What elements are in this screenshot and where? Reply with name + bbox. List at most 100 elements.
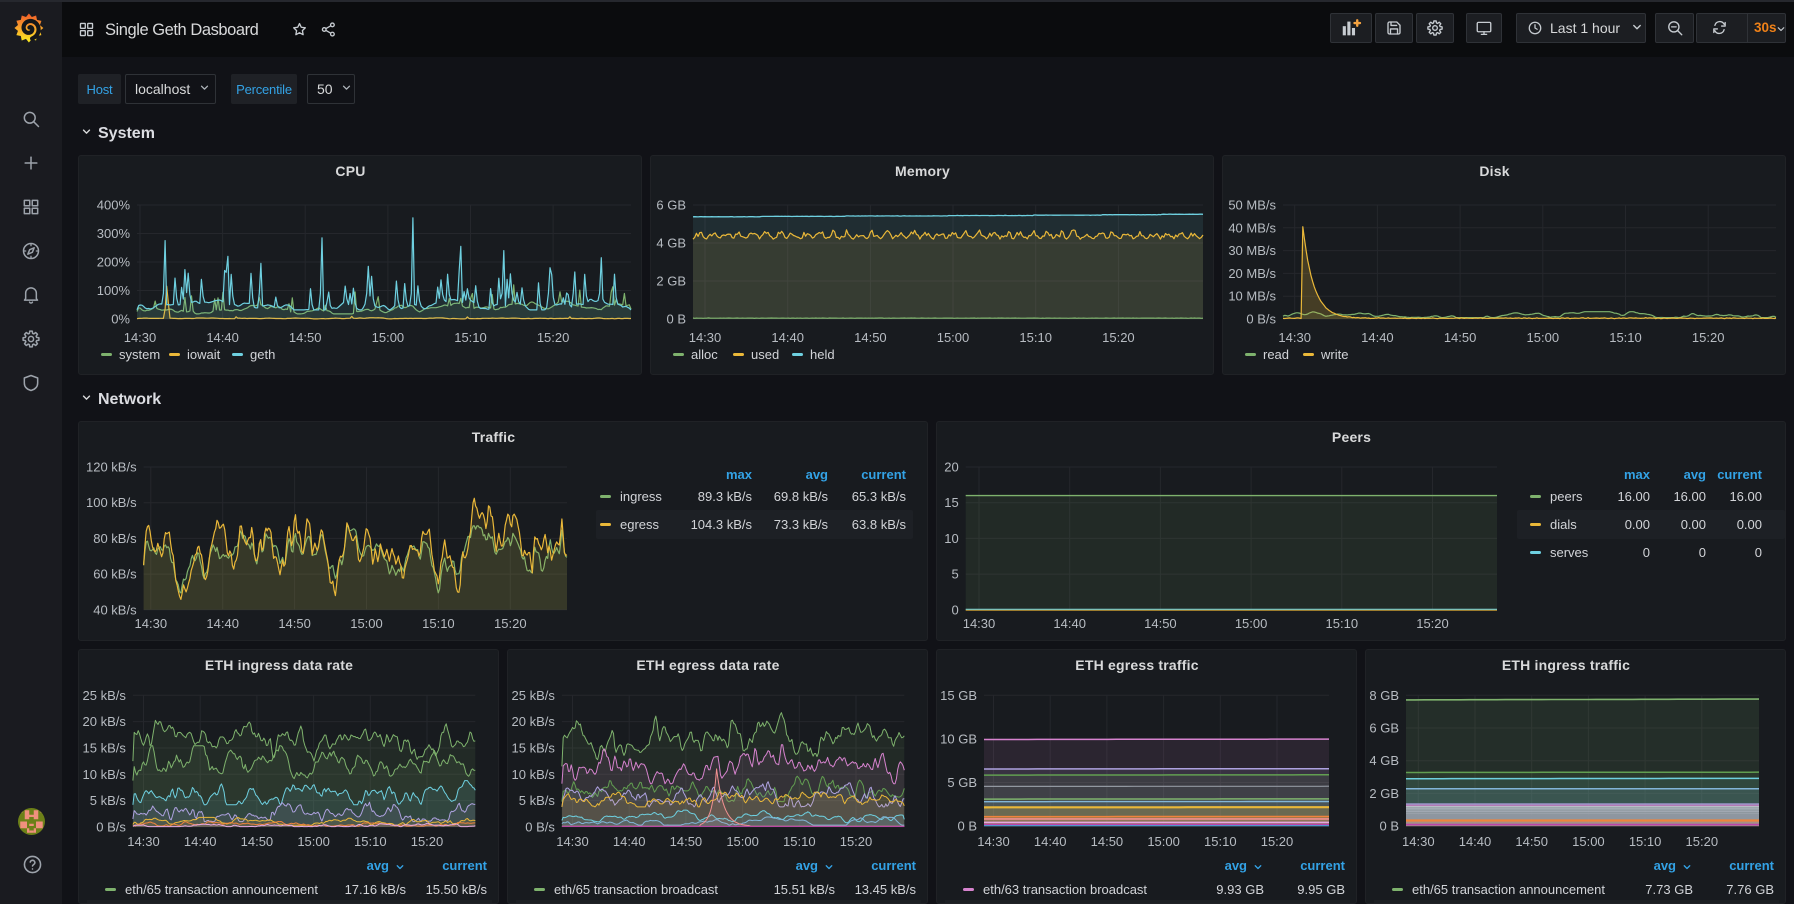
svg-text:14:50: 14:50 xyxy=(670,834,703,849)
svg-text:15:00: 15:00 xyxy=(726,834,759,849)
svg-text:0 B: 0 B xyxy=(1379,819,1399,834)
svg-text:400%: 400% xyxy=(97,198,131,213)
svg-text:5 GB: 5 GB xyxy=(947,775,977,790)
svg-text:14:30: 14:30 xyxy=(689,330,722,345)
svg-text:300%: 300% xyxy=(97,226,131,241)
svg-text:20: 20 xyxy=(944,460,958,475)
svg-text:15:10: 15:10 xyxy=(1629,834,1662,849)
svg-text:15:10: 15:10 xyxy=(354,834,387,849)
svg-text:100%: 100% xyxy=(97,283,131,298)
svg-text:10 MB/s: 10 MB/s xyxy=(1228,289,1276,304)
svg-text:14:40: 14:40 xyxy=(771,330,804,345)
svg-text:0 B/s: 0 B/s xyxy=(525,819,555,834)
svg-text:14:30: 14:30 xyxy=(1278,330,1311,345)
svg-text:15 kB/s: 15 kB/s xyxy=(83,741,127,756)
svg-text:120 kB/s: 120 kB/s xyxy=(86,460,137,475)
svg-text:4 GB: 4 GB xyxy=(1369,753,1399,768)
svg-text:15:20: 15:20 xyxy=(1102,330,1135,345)
svg-text:5: 5 xyxy=(951,567,958,582)
svg-text:14:30: 14:30 xyxy=(127,834,160,849)
svg-text:15:20: 15:20 xyxy=(1416,616,1449,631)
svg-text:14:30: 14:30 xyxy=(963,616,996,631)
svg-text:15:00: 15:00 xyxy=(1527,330,1560,345)
svg-text:14:30: 14:30 xyxy=(556,834,589,849)
svg-text:10: 10 xyxy=(944,531,958,546)
svg-text:15:20: 15:20 xyxy=(840,834,873,849)
svg-text:15:00: 15:00 xyxy=(937,330,970,345)
svg-text:15:20: 15:20 xyxy=(1686,834,1719,849)
svg-text:14:40: 14:40 xyxy=(1034,834,1067,849)
svg-text:25 kB/s: 25 kB/s xyxy=(83,688,127,703)
svg-text:15 GB: 15 GB xyxy=(940,688,977,703)
svg-text:20 kB/s: 20 kB/s xyxy=(512,714,556,729)
svg-text:15:20: 15:20 xyxy=(494,616,527,631)
svg-text:15:10: 15:10 xyxy=(454,330,487,345)
svg-text:15:10: 15:10 xyxy=(1609,330,1642,345)
svg-text:10 kB/s: 10 kB/s xyxy=(83,767,127,782)
svg-text:15:10: 15:10 xyxy=(783,834,816,849)
svg-text:0 B: 0 B xyxy=(957,819,977,834)
svg-text:30 MB/s: 30 MB/s xyxy=(1228,243,1276,258)
svg-text:14:50: 14:50 xyxy=(854,330,887,345)
svg-text:14:50: 14:50 xyxy=(1091,834,1124,849)
svg-text:6 GB: 6 GB xyxy=(656,198,686,213)
svg-text:15:00: 15:00 xyxy=(1235,616,1268,631)
svg-text:15 kB/s: 15 kB/s xyxy=(512,741,556,756)
svg-text:15: 15 xyxy=(944,495,958,510)
svg-text:14:50: 14:50 xyxy=(241,834,274,849)
svg-text:15:20: 15:20 xyxy=(1692,330,1725,345)
svg-text:0 B: 0 B xyxy=(666,312,686,327)
svg-text:15:10: 15:10 xyxy=(422,616,455,631)
svg-text:14:40: 14:40 xyxy=(206,330,239,345)
svg-text:15:00: 15:00 xyxy=(372,330,405,345)
svg-text:14:50: 14:50 xyxy=(278,616,311,631)
svg-text:2 GB: 2 GB xyxy=(656,274,686,289)
svg-text:2 GB: 2 GB xyxy=(1369,786,1399,801)
svg-text:10 GB: 10 GB xyxy=(940,731,977,746)
svg-text:15:10: 15:10 xyxy=(1326,616,1359,631)
svg-text:20 MB/s: 20 MB/s xyxy=(1228,266,1276,281)
svg-text:15:20: 15:20 xyxy=(537,330,570,345)
svg-text:14:40: 14:40 xyxy=(613,834,646,849)
svg-text:25 kB/s: 25 kB/s xyxy=(512,688,556,703)
svg-text:5 kB/s: 5 kB/s xyxy=(519,793,556,808)
svg-text:14:50: 14:50 xyxy=(289,330,322,345)
svg-text:80 kB/s: 80 kB/s xyxy=(93,531,137,546)
svg-text:0%: 0% xyxy=(111,312,130,327)
svg-text:40 MB/s: 40 MB/s xyxy=(1228,220,1276,235)
svg-text:15:00: 15:00 xyxy=(1147,834,1180,849)
svg-text:14:30: 14:30 xyxy=(977,834,1010,849)
svg-text:20 kB/s: 20 kB/s xyxy=(83,714,127,729)
svg-text:40 kB/s: 40 kB/s xyxy=(93,602,137,617)
svg-text:15:20: 15:20 xyxy=(411,834,444,849)
svg-text:6 GB: 6 GB xyxy=(1369,721,1399,736)
svg-text:8 GB: 8 GB xyxy=(1369,688,1399,703)
svg-text:14:40: 14:40 xyxy=(206,616,239,631)
svg-text:14:30: 14:30 xyxy=(135,616,168,631)
svg-text:14:40: 14:40 xyxy=(184,834,217,849)
svg-text:10 kB/s: 10 kB/s xyxy=(512,767,556,782)
svg-text:0: 0 xyxy=(951,602,958,617)
svg-text:15:10: 15:10 xyxy=(1204,834,1237,849)
svg-text:14:40: 14:40 xyxy=(1053,616,1086,631)
svg-text:14:50: 14:50 xyxy=(1444,330,1477,345)
svg-text:5 kB/s: 5 kB/s xyxy=(90,793,127,808)
svg-text:15:20: 15:20 xyxy=(1261,834,1294,849)
svg-text:50 MB/s: 50 MB/s xyxy=(1228,198,1276,213)
svg-text:14:30: 14:30 xyxy=(124,330,157,345)
svg-text:200%: 200% xyxy=(97,255,131,270)
svg-text:15:10: 15:10 xyxy=(1019,330,1052,345)
svg-text:14:40: 14:40 xyxy=(1361,330,1394,345)
svg-text:14:50: 14:50 xyxy=(1515,834,1548,849)
svg-text:14:50: 14:50 xyxy=(1144,616,1177,631)
svg-text:0 B/s: 0 B/s xyxy=(1246,312,1276,327)
svg-text:0 B/s: 0 B/s xyxy=(96,819,126,834)
svg-text:4 GB: 4 GB xyxy=(656,236,686,251)
svg-text:14:40: 14:40 xyxy=(1459,834,1492,849)
svg-text:15:00: 15:00 xyxy=(297,834,330,849)
svg-text:15:00: 15:00 xyxy=(1572,834,1605,849)
svg-text:100 kB/s: 100 kB/s xyxy=(86,495,137,510)
svg-text:60 kB/s: 60 kB/s xyxy=(93,567,137,582)
svg-text:15:00: 15:00 xyxy=(350,616,383,631)
svg-text:14:30: 14:30 xyxy=(1402,834,1435,849)
